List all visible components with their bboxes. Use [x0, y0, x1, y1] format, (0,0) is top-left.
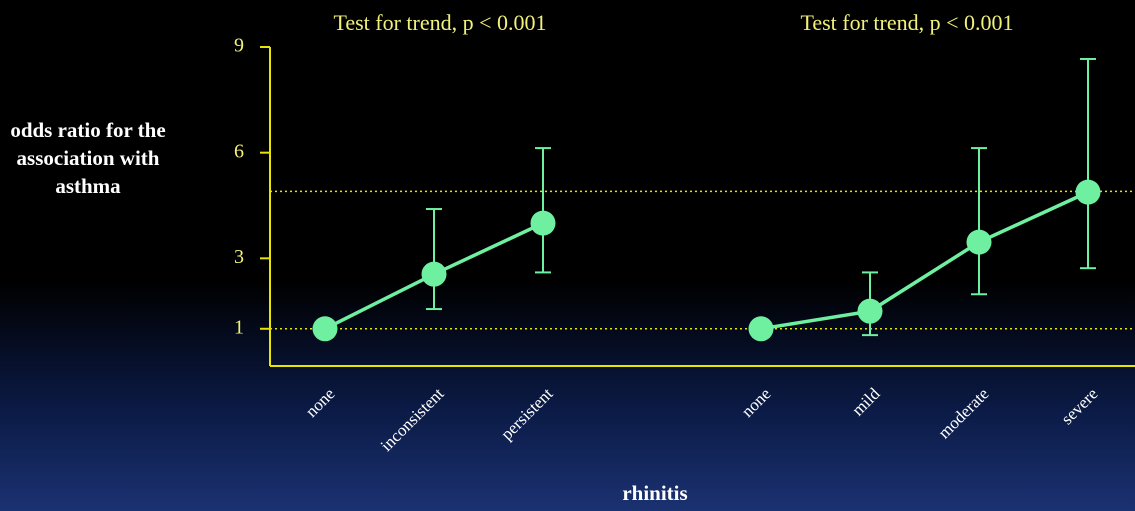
series-line [760, 190, 1089, 331]
y-tick-label: 1 [234, 316, 244, 338]
y-tick-label: 9 [234, 35, 244, 57]
error-bar [1080, 57, 1096, 270]
x-axis-label: rhinitis [622, 481, 687, 505]
x-tick-label: persistent [497, 384, 557, 444]
point [421, 261, 447, 287]
x-tick-label: mild [848, 384, 884, 420]
point [530, 210, 556, 236]
point [1075, 179, 1101, 205]
x-tick-label: severe [1057, 384, 1101, 428]
error-bar [426, 208, 442, 311]
x-tick-label: inconsistent [377, 384, 448, 455]
x-tick-label: none [738, 384, 775, 421]
point [857, 298, 883, 324]
annotation: Test for trend, p < 0.001 [800, 10, 1013, 35]
error-bar [971, 147, 987, 296]
x-tick-label: moderate [934, 384, 992, 442]
point [312, 316, 338, 342]
annotation: Test for trend, p < 0.001 [333, 10, 546, 35]
error-bar [535, 147, 551, 274]
y-tick-label: 3 [234, 246, 244, 268]
y-tick-label: 6 [234, 140, 244, 162]
point [748, 316, 774, 342]
point [966, 229, 992, 255]
x-tick-label: none [302, 384, 339, 421]
y-axis-label: odds ratio for the association with asth… [10, 118, 166, 198]
